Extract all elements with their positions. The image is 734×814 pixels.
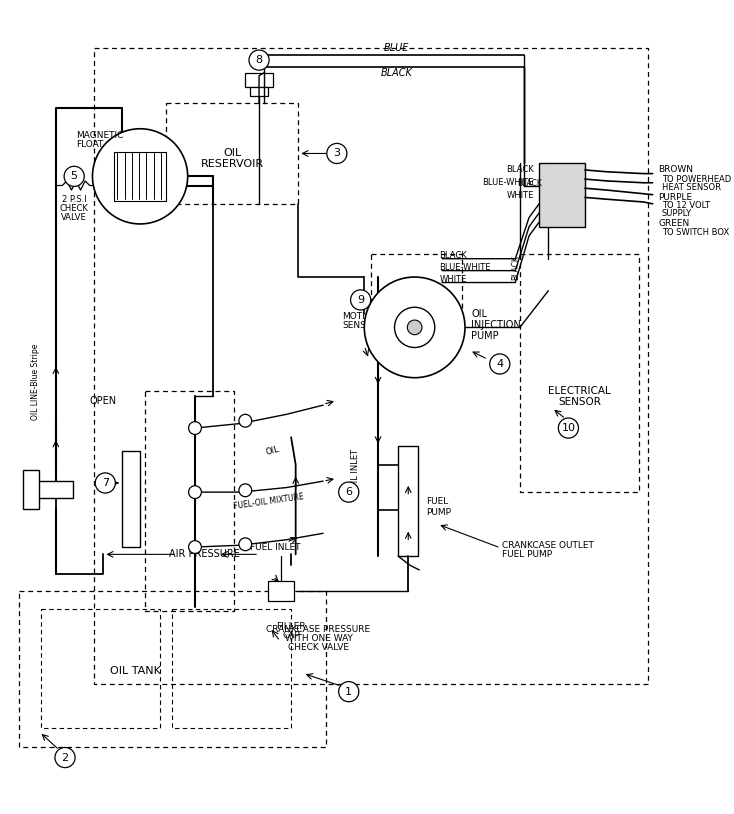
Text: MOTION: MOTION [342, 312, 379, 321]
Circle shape [351, 290, 371, 310]
Text: FUEL INLET: FUEL INLET [250, 543, 301, 552]
Text: OIL TANK: OIL TANK [110, 666, 161, 676]
Text: OIL LINE-Blue Stripe: OIL LINE-Blue Stripe [32, 344, 40, 421]
Bar [94, 48, 648, 685]
Text: BROWN: BROWN [658, 165, 693, 174]
Bar [268, 581, 294, 601]
Text: OIL: OIL [471, 309, 487, 318]
Text: TO POWERHEAD: TO POWERHEAD [662, 174, 731, 184]
Bar [122, 451, 140, 547]
Circle shape [92, 129, 188, 224]
Bar [145, 392, 234, 611]
Text: 2: 2 [62, 753, 68, 763]
Text: OIL: OIL [265, 444, 280, 457]
Text: 8: 8 [255, 55, 263, 65]
Circle shape [239, 414, 252, 427]
Circle shape [55, 747, 75, 768]
Bar [37, 481, 73, 497]
Text: PURPLE: PURPLE [658, 193, 692, 202]
Text: CRANKCASE PRESSURE: CRANKCASE PRESSURE [266, 625, 371, 634]
Text: WITH ONE WAY: WITH ONE WAY [285, 634, 352, 643]
Text: BLACK: BLACK [506, 165, 534, 174]
Text: SENSOR: SENSOR [558, 397, 601, 408]
Text: 9: 9 [357, 295, 364, 305]
Text: MAGNETIC: MAGNETIC [76, 131, 123, 140]
Circle shape [189, 540, 201, 554]
Circle shape [327, 143, 347, 164]
Text: OIL INLET: OIL INLET [351, 449, 360, 489]
Bar [41, 609, 160, 729]
Text: AIR PRESSURE: AIR PRESSURE [169, 549, 239, 559]
Circle shape [189, 422, 201, 435]
Text: 7: 7 [102, 478, 109, 488]
Text: PUMP: PUMP [426, 508, 451, 517]
Text: BLACK: BLACK [440, 252, 467, 260]
Text: FUEL PUMP: FUEL PUMP [501, 550, 552, 559]
Text: 1: 1 [345, 687, 352, 697]
Text: BLACK: BLACK [512, 256, 520, 280]
Text: FLOAT: FLOAT [76, 140, 103, 149]
Text: CHECK: CHECK [59, 204, 89, 213]
Text: 3: 3 [333, 148, 341, 159]
Text: HEAT SENSOR: HEAT SENSOR [662, 183, 721, 192]
Text: BLACK: BLACK [517, 179, 542, 188]
Bar [115, 151, 166, 201]
Text: 2 P.S.I: 2 P.S.I [62, 195, 87, 204]
Circle shape [239, 484, 252, 497]
Text: TO 12 VOLT: TO 12 VOLT [662, 201, 710, 210]
Text: CAP: CAP [282, 632, 300, 641]
Bar [19, 591, 326, 746]
Text: RESERVOIR: RESERVOIR [201, 160, 264, 169]
Text: 5: 5 [70, 172, 78, 182]
Circle shape [490, 354, 510, 374]
Bar [398, 446, 418, 556]
Circle shape [189, 486, 201, 498]
Text: PUMP: PUMP [471, 330, 499, 340]
Circle shape [394, 307, 435, 348]
Circle shape [338, 681, 359, 702]
Text: FUEL-OIL MIXTURE: FUEL-OIL MIXTURE [233, 492, 304, 510]
Text: BLUE-WHITE: BLUE-WHITE [482, 178, 534, 187]
Circle shape [249, 50, 269, 70]
Text: FILLER: FILLER [276, 622, 306, 631]
Text: 10: 10 [562, 423, 575, 433]
Circle shape [407, 320, 422, 335]
Text: BLACK: BLACK [380, 68, 413, 78]
Text: 4: 4 [496, 359, 504, 369]
Circle shape [338, 482, 359, 502]
Bar [23, 470, 40, 509]
Bar [371, 254, 462, 332]
Text: WHITE: WHITE [440, 275, 467, 284]
Bar [166, 103, 299, 204]
Text: INJECTION: INJECTION [471, 320, 521, 330]
Bar [520, 254, 639, 492]
Text: GREEN: GREEN [658, 220, 689, 229]
Bar [250, 86, 268, 96]
Text: CRANKCASE OUTLET: CRANKCASE OUTLET [501, 540, 594, 549]
Text: TO SWITCH BOX: TO SWITCH BOX [662, 228, 729, 237]
Text: SENSOR: SENSOR [342, 321, 379, 330]
Circle shape [95, 473, 115, 493]
Circle shape [64, 166, 84, 186]
Text: VALVE: VALVE [62, 213, 87, 222]
Text: ELECTRICAL: ELECTRICAL [548, 387, 611, 396]
Circle shape [239, 538, 252, 551]
Circle shape [559, 418, 578, 438]
Text: FUEL: FUEL [426, 497, 448, 505]
Text: CHECK VALVE: CHECK VALVE [288, 643, 349, 652]
Text: SUPPLY: SUPPLY [662, 209, 692, 218]
Circle shape [364, 277, 465, 378]
Text: 6: 6 [345, 487, 352, 497]
Bar [172, 609, 291, 729]
Text: OIL: OIL [223, 148, 241, 159]
Bar [539, 163, 585, 226]
Text: OPEN: OPEN [90, 396, 117, 405]
Bar [245, 73, 273, 86]
Text: WHITE: WHITE [506, 191, 534, 200]
Text: BLUE-WHITE: BLUE-WHITE [440, 264, 491, 273]
Text: BLUE: BLUE [384, 43, 409, 53]
